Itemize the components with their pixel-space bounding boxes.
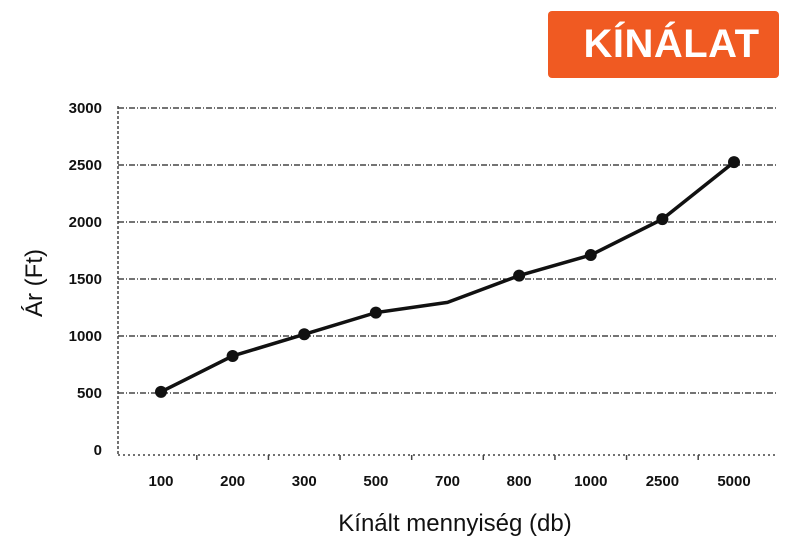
data-point — [155, 385, 167, 398]
data-point — [656, 213, 669, 226]
y-tick-labels: 0 500 1000 1500 2000 2500 3000 — [69, 100, 102, 459]
data-point — [298, 328, 311, 341]
x-tick-label: 100 — [148, 473, 173, 490]
series-line — [160, 160, 736, 394]
data-point — [226, 349, 239, 362]
x-axis-title: Kínált mennyiség (db) — [338, 510, 571, 537]
y-tick-label: 3000 — [69, 100, 102, 117]
y-tick-label: 1500 — [69, 271, 102, 288]
x-tick-label: 1000 — [574, 473, 607, 490]
x-tick-label: 5000 — [717, 473, 750, 490]
x-tick-labels: 100 200 300 500 700 800 1000 2500 5000 — [148, 473, 750, 490]
kinalat-badge: KÍNÁLAT — [548, 11, 779, 78]
data-point — [513, 269, 526, 282]
x-tick-label: 500 — [363, 473, 388, 490]
y-tick-label: 2000 — [69, 214, 102, 231]
series-group — [155, 156, 740, 398]
y-tick-label: 2500 — [69, 157, 102, 174]
badge-label: KÍNÁLAT — [583, 22, 760, 66]
x-tick-label: 700 — [435, 473, 460, 490]
data-point — [584, 249, 597, 262]
y-tick-label: 0 — [94, 442, 102, 459]
data-point — [369, 306, 382, 319]
axes — [117, 106, 778, 460]
x-tick-label: 800 — [507, 473, 532, 490]
y-axis-title: Ár (Ft) — [21, 249, 48, 317]
x-tick-label: 200 — [220, 473, 245, 490]
x-tick-label: 2500 — [646, 473, 679, 490]
y-tick-label: 500 — [77, 385, 102, 402]
x-tick-label: 300 — [292, 473, 317, 490]
data-point — [728, 156, 740, 169]
grid-lines — [118, 107, 778, 394]
y-tick-label: 1000 — [69, 328, 102, 345]
